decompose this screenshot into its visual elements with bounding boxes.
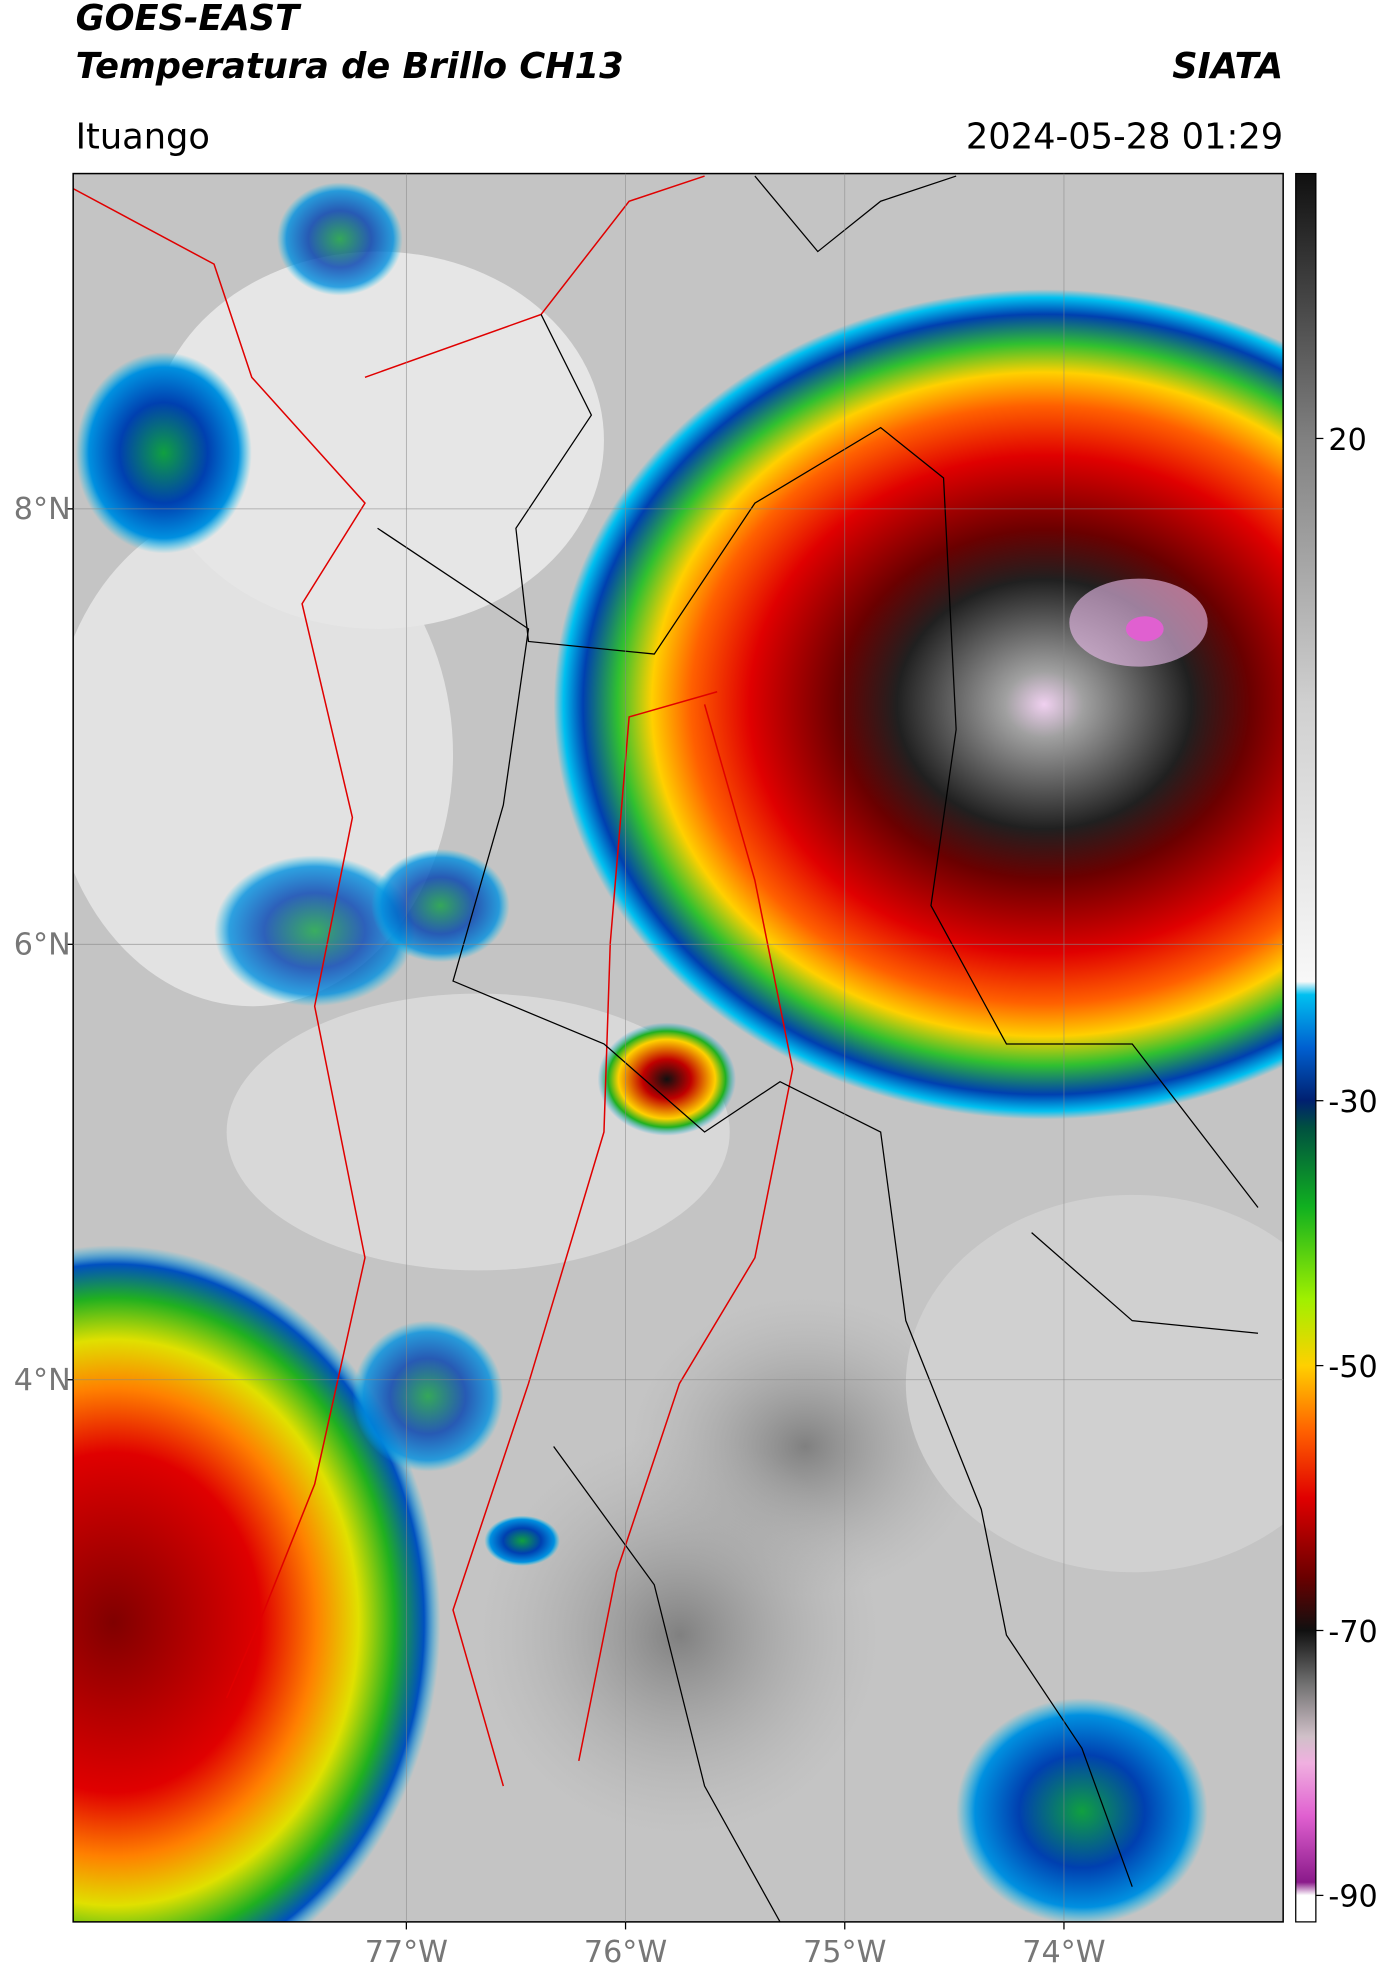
y-tick-label: 4°N: [14, 1363, 71, 1398]
subtitle: Temperatura de Brillo CH13: [76, 46, 624, 87]
colorbar-tick-label: -30: [1328, 1085, 1377, 1120]
colorbar-tick-label: -70: [1328, 1615, 1377, 1650]
x-tick-label: 76°W: [584, 1935, 667, 1970]
source: SIATA: [1172, 46, 1283, 87]
y-tick-label: 6°N: [14, 927, 71, 962]
y-tick-label: 8°N: [14, 492, 71, 527]
satellite-image: [73, 173, 1284, 1922]
colorbar-tick-label: -50: [1328, 1350, 1377, 1385]
title: GOES-EAST: [76, 0, 302, 39]
map-frame: [72, 172, 1284, 1923]
x-tick-label: 77°W: [365, 1935, 448, 1970]
datetime: 2024-05-28 01:29: [966, 116, 1283, 157]
x-tick-label: 75°W: [803, 1935, 886, 1970]
x-tick-label: 74°W: [1022, 1935, 1105, 1970]
colorbar-tick-label: -90: [1328, 1880, 1377, 1915]
colorbar-tick-label: 20: [1328, 423, 1366, 458]
location: Ituango: [76, 116, 210, 157]
colorbar: [1295, 172, 1317, 1923]
